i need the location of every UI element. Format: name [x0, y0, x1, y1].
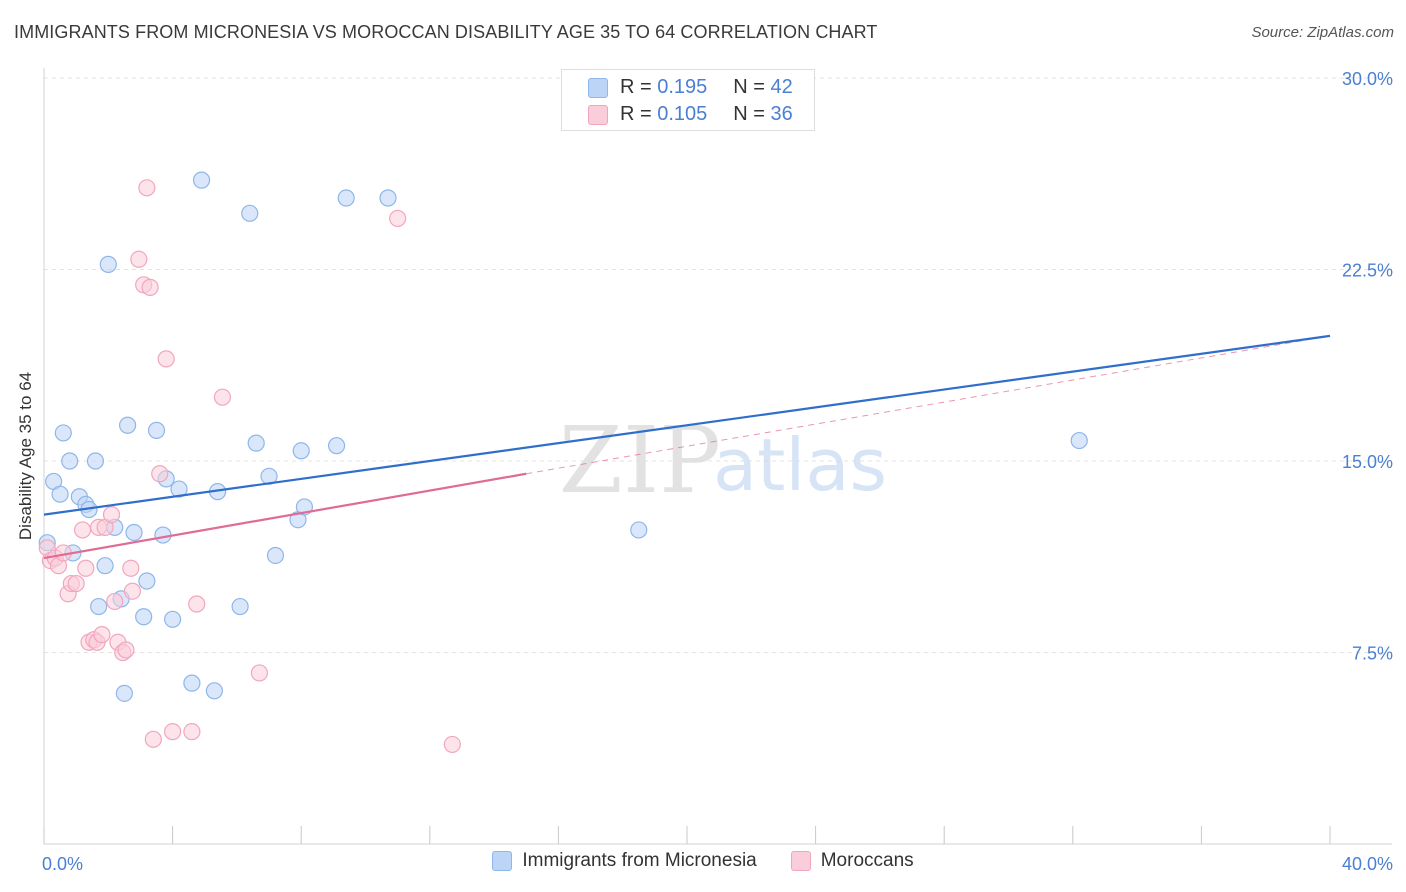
trend-line	[43, 334, 1331, 516]
legend-r-label: R =	[620, 76, 652, 98]
legend-row-moroccans: R = 0.105 N = 36	[588, 103, 793, 126]
data-point	[292, 442, 310, 460]
series-legend: Immigrants from Micronesia Moroccans	[0, 850, 1406, 872]
data-point	[157, 350, 175, 368]
watermark: ZIP atlas	[559, 407, 887, 514]
data-point	[102, 506, 121, 524]
legend-r-value: 0.195	[657, 76, 708, 98]
legend-label-micronesia: Immigrants from Micronesia	[522, 850, 757, 871]
y-tick-label: 15.0%	[1342, 452, 1393, 472]
data-point	[86, 452, 105, 470]
data-point	[337, 189, 355, 207]
data-point	[389, 209, 407, 228]
data-point	[266, 546, 285, 565]
trend-lines	[43, 334, 1331, 560]
legend-n-label: N =	[733, 76, 765, 98]
data-point	[54, 424, 72, 442]
data-point	[67, 574, 85, 593]
data-point	[183, 674, 201, 692]
data-point	[90, 597, 108, 616]
x-tick-label: 0.0%	[42, 854, 83, 874]
y-tick-label: 22.5%	[1342, 261, 1393, 281]
data-point	[183, 723, 201, 741]
y-tick-label: 30.0%	[1342, 69, 1393, 89]
legend-swatch-micronesia	[588, 77, 608, 98]
correlation-legend: R = 0.195 N = 42 R = 0.105 N = 36	[561, 69, 815, 131]
data-point	[122, 559, 140, 577]
legend-swatch-moroccans	[790, 851, 811, 871]
data-point	[188, 595, 206, 613]
trend-line-moroccans-extension	[526, 335, 1331, 475]
legend-n-value: 42	[770, 76, 793, 98]
data-point	[1070, 431, 1088, 450]
data-point	[99, 255, 117, 273]
legend-r-label: R =	[620, 103, 652, 125]
data-point	[118, 416, 137, 434]
data-point	[241, 204, 259, 222]
data-point	[138, 572, 156, 590]
legend-n-label: N =	[733, 103, 765, 125]
data-point	[379, 189, 397, 207]
series-moroccans-points	[38, 179, 461, 754]
data-point	[96, 557, 114, 575]
data-point	[130, 250, 148, 268]
legend-item-moroccans: Moroccans	[790, 850, 914, 872]
data-point	[61, 452, 79, 470]
data-point	[154, 526, 172, 544]
trend-line	[43, 472, 527, 560]
data-point	[141, 278, 159, 296]
data-point	[73, 521, 92, 539]
x-tick-label: 40.0%	[1342, 854, 1393, 874]
data-point	[147, 421, 166, 439]
data-point	[170, 480, 188, 498]
data-point	[205, 682, 223, 700]
data-point	[327, 437, 346, 455]
data-point	[250, 664, 269, 682]
tick-labels: 7.5% 15.0% 22.5% 30.0% 0.0% 40.0%	[42, 69, 1393, 874]
legend-swatch-moroccans	[588, 104, 608, 125]
data-point	[144, 730, 162, 748]
data-point	[164, 610, 182, 628]
legend-item-micronesia: Immigrants from Micronesia	[492, 850, 757, 872]
data-point	[125, 523, 143, 542]
grid	[44, 77, 1392, 653]
axes	[43, 68, 1392, 845]
data-point	[443, 735, 461, 754]
data-point	[231, 597, 249, 616]
data-point	[123, 582, 142, 600]
legend-r-value: 0.105	[657, 103, 708, 125]
legend-label-moroccans: Moroccans	[820, 850, 914, 871]
chart-title: IMMIGRANTS FROM MICRONESIA VS MOROCCAN D…	[14, 22, 878, 42]
data-point	[192, 171, 211, 189]
y-axis-title: Disability Age 35 to 64	[16, 371, 35, 541]
data-point	[77, 559, 95, 577]
data-point	[164, 723, 182, 741]
data-point	[138, 179, 156, 197]
data-point	[135, 608, 153, 626]
data-point	[93, 626, 111, 644]
data-point	[247, 434, 265, 452]
data-point	[115, 684, 133, 702]
source-label: Source: ZipAtlas.com	[1251, 24, 1394, 41]
data-point	[51, 485, 69, 503]
legend-n-value: 36	[770, 103, 793, 125]
data-point	[117, 641, 135, 659]
data-point	[106, 592, 124, 611]
watermark-atlas: atlas	[713, 423, 887, 507]
data-point	[630, 521, 648, 539]
data-point	[151, 465, 169, 483]
y-tick-label: 7.5%	[1352, 644, 1393, 664]
data-point	[213, 388, 232, 406]
legend-swatch-micronesia	[492, 851, 513, 871]
legend-row-micronesia: R = 0.195 N = 42	[588, 76, 793, 99]
